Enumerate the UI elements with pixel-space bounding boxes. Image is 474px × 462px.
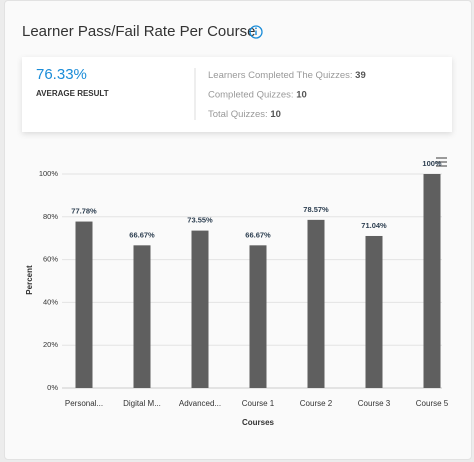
- x-tick-label: Advanced...: [179, 399, 221, 408]
- bar: [133, 245, 151, 388]
- y-axis-label: Percent: [25, 265, 34, 295]
- stat: Total Quizzes: 10: [208, 109, 281, 120]
- stat: Completed Quizzes: 10: [208, 89, 307, 100]
- average-label: AVERAGE RESULT: [36, 89, 109, 98]
- summary-card: [22, 57, 452, 132]
- bar: [191, 230, 209, 388]
- info-icon[interactable]: [249, 25, 263, 39]
- bar: [75, 221, 93, 388]
- y-tick-label: 0%: [47, 383, 58, 392]
- y-tick-label: 20%: [43, 340, 58, 349]
- x-tick-label: Course 1: [242, 399, 275, 408]
- widget-title: Learner Pass/Fail Rate Per Course: [22, 23, 255, 40]
- value-label: 71.04%: [361, 221, 387, 230]
- x-axis-label: Courses: [242, 418, 275, 427]
- y-tick-label: 100%: [39, 169, 59, 178]
- stat-label: Learners Completed The Quizzes:: [208, 70, 353, 81]
- value-label: 78.57%: [303, 205, 329, 214]
- y-tick-label: 60%: [43, 255, 58, 264]
- y-tick-label: 40%: [43, 297, 58, 306]
- x-tick-label: Course 5: [416, 399, 449, 408]
- stat-value: 10: [296, 89, 307, 100]
- average-value: 76.33%: [36, 66, 87, 83]
- x-tick-label: Course 3: [358, 399, 391, 408]
- bar: [307, 219, 325, 388]
- x-tick-label: Course 2: [300, 399, 333, 408]
- menu-icon[interactable]: [436, 157, 447, 167]
- bar: [249, 245, 267, 388]
- stat-value: 10: [270, 109, 281, 120]
- value-label: 77.78%: [71, 207, 97, 216]
- x-tick-label: Digital M...: [123, 399, 161, 408]
- value-label: 100%: [422, 159, 442, 168]
- value-label: 66.67%: [129, 230, 155, 239]
- y-tick-label: 80%: [43, 212, 58, 221]
- stat-label: Completed Quizzes:: [208, 89, 294, 100]
- stat-value: 39: [355, 70, 366, 81]
- bar: [365, 235, 383, 388]
- x-tick-label: Personal...: [65, 399, 103, 408]
- value-label: 66.67%: [245, 230, 271, 239]
- stat-label: Total Quizzes:: [208, 109, 268, 120]
- bar: [423, 174, 441, 388]
- value-label: 73.55%: [187, 216, 213, 225]
- stat: Learners Completed The Quizzes: 39: [208, 70, 366, 81]
